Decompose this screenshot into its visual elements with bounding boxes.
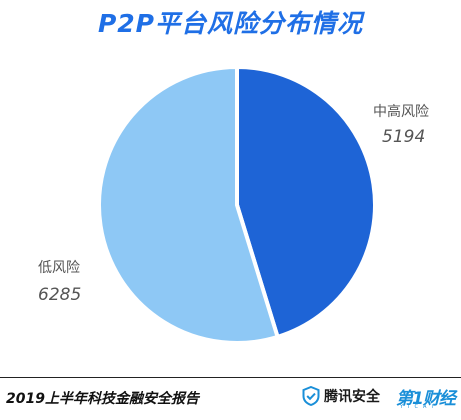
yicai-logo: 第1财经 YICAI [396, 382, 456, 412]
pie-chart: 中高风险 5194 低风险 6285 [38, 64, 429, 345]
footer-divider [0, 377, 461, 378]
tencent-security-text: 腾讯安全 [324, 389, 380, 405]
chart-title: P2P平台风险分布情况 [97, 9, 364, 38]
shield-check-icon [302, 386, 320, 406]
yicai-logo-text: 第1财经 [396, 389, 456, 409]
tencent-security-logo: 腾讯安全 [302, 386, 380, 406]
slice-value-label: 6285 [38, 285, 81, 305]
yicai-logo-subtext: YICAI [400, 404, 438, 410]
report-title: 2019上半年科技金融安全报告 [6, 391, 199, 407]
pie-slice-low-risk [97, 64, 281, 345]
slice-label: 低风险 [38, 260, 80, 276]
slice-value-label: 5194 [382, 127, 425, 147]
slice-label: 中高风险 [373, 103, 429, 120]
pie-slice-medium-high-risk [235, 64, 377, 340]
